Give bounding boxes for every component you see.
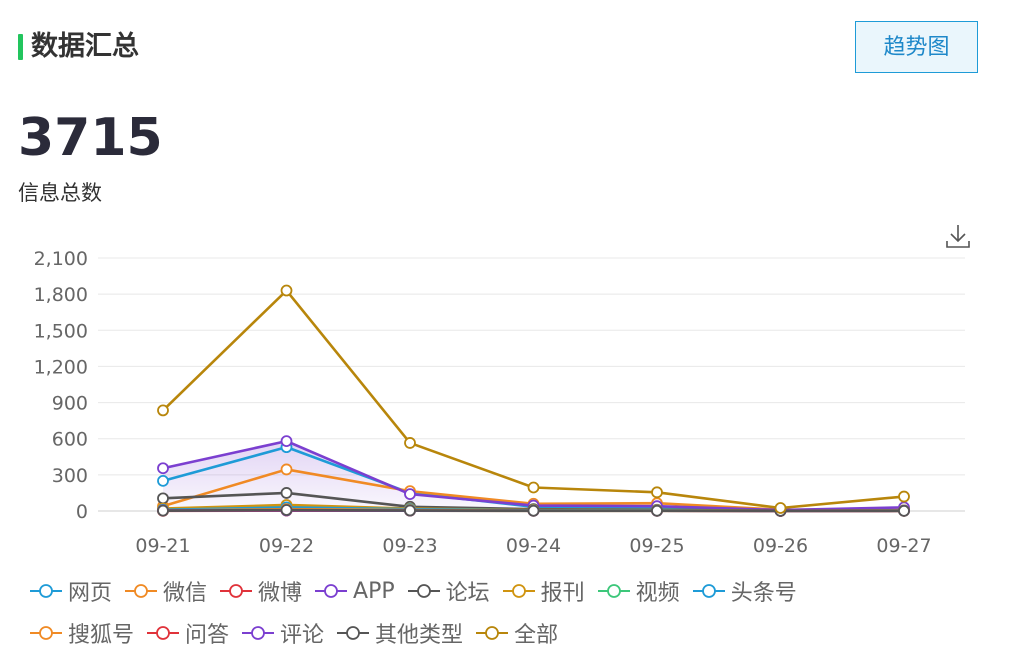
x-tick-label: 09-21 (135, 535, 190, 557)
y-tick-label: 0 (76, 501, 88, 523)
x-tick-label: 09-22 (259, 535, 314, 557)
x-tick-label: 09-26 (753, 535, 808, 557)
legend-label: 搜狐号 (68, 623, 135, 648)
data-point[interactable] (898, 504, 910, 517)
legend-marker-icon (30, 584, 62, 598)
data-point[interactable] (280, 504, 293, 516)
legend-marker-icon (476, 626, 509, 640)
data-point[interactable] (651, 486, 663, 499)
y-tick-label: 1,800 (34, 284, 88, 306)
download-icon[interactable] (944, 222, 972, 250)
data-point[interactable] (404, 504, 416, 517)
legend-label: 评论 (280, 623, 325, 648)
trend-chart-button[interactable]: 趋势图 (855, 21, 978, 73)
legend-label: 视频 (635, 581, 680, 606)
data-point[interactable] (280, 284, 293, 297)
data-point[interactable] (527, 504, 540, 517)
legend-item[interactable]: 评论 (242, 617, 324, 649)
legend-label: 问答 (185, 623, 230, 648)
legend-item[interactable]: 其他类型 (337, 617, 463, 649)
legend-label: 微博 (258, 581, 303, 606)
x-tick-label: 09-25 (629, 535, 684, 557)
data-point[interactable] (280, 463, 293, 476)
legend-marker-icon (30, 626, 62, 640)
data-point[interactable] (157, 504, 169, 517)
page-title: 数据汇总 (31, 31, 139, 62)
y-tick-label: 900 (52, 393, 88, 415)
series-area-app (163, 441, 904, 511)
data-point[interactable] (404, 437, 416, 449)
data-point[interactable] (404, 488, 416, 501)
data-point[interactable] (157, 474, 169, 487)
y-tick-label: 1,500 (34, 320, 88, 342)
total-count: 3715 (18, 108, 163, 168)
title-accent-bar (18, 34, 23, 60)
legend-label: 全部 (514, 623, 559, 648)
legend-label: 其他类型 (375, 623, 464, 648)
legend-item[interactable]: 问答 (147, 617, 229, 649)
legend-item[interactable]: 头条号 (692, 575, 797, 607)
legend-marker-icon (147, 626, 180, 640)
legend-label: 微信 (163, 581, 208, 606)
legend-item[interactable]: 微信 (125, 575, 207, 607)
legend-item[interactable]: 报刊 (502, 575, 585, 607)
legend-marker-icon (407, 584, 440, 598)
legend-item[interactable]: APP (315, 579, 395, 604)
legend-marker-icon (502, 584, 535, 598)
legend-label: 报刊 (540, 581, 585, 606)
legend-marker-icon (597, 584, 630, 598)
x-tick-label: 09-24 (506, 535, 561, 557)
legend-item[interactable]: 视频 (597, 575, 680, 607)
total-count-label: 信息总数 (18, 181, 102, 205)
legend-item[interactable]: 微博 (220, 575, 302, 607)
legend-item[interactable]: 全部 (476, 617, 558, 649)
legend-label: 网页 (68, 581, 113, 606)
data-point[interactable] (898, 490, 910, 503)
legend-item[interactable]: 论坛 (407, 575, 490, 607)
legend-label: 论坛 (445, 581, 490, 606)
data-point[interactable] (157, 462, 169, 475)
data-point[interactable] (157, 404, 169, 417)
data-point[interactable] (774, 502, 787, 514)
data-point[interactable] (527, 481, 540, 494)
legend-marker-icon (125, 584, 158, 598)
legend-label: 头条号 (730, 581, 797, 606)
x-tick-label: 09-27 (876, 535, 931, 557)
y-tick-label: 600 (52, 429, 88, 451)
x-tick-label: 09-23 (382, 535, 437, 557)
y-tick-label: 1,200 (34, 356, 88, 378)
legend-item[interactable]: 网页 (30, 575, 112, 607)
y-tick-label: 2,100 (34, 248, 88, 270)
legend-marker-icon (337, 626, 370, 640)
data-point[interactable] (157, 492, 169, 505)
data-point[interactable] (651, 504, 663, 517)
legend-marker-icon (315, 584, 348, 598)
legend-marker-icon (242, 626, 275, 640)
legend-marker-icon (692, 584, 725, 598)
legend-label: APP (353, 578, 395, 604)
legend-marker-icon (220, 584, 253, 598)
data-point[interactable] (280, 487, 293, 499)
data-point[interactable] (280, 435, 293, 448)
legend-item[interactable]: 搜狐号 (30, 617, 134, 649)
y-tick-label: 300 (52, 465, 88, 487)
chart-legend: 网页 微信 微博 APP 论坛 报刊 视频 头条号 搜狐号 问答 评论 其他类型 全部 (30, 570, 990, 654)
